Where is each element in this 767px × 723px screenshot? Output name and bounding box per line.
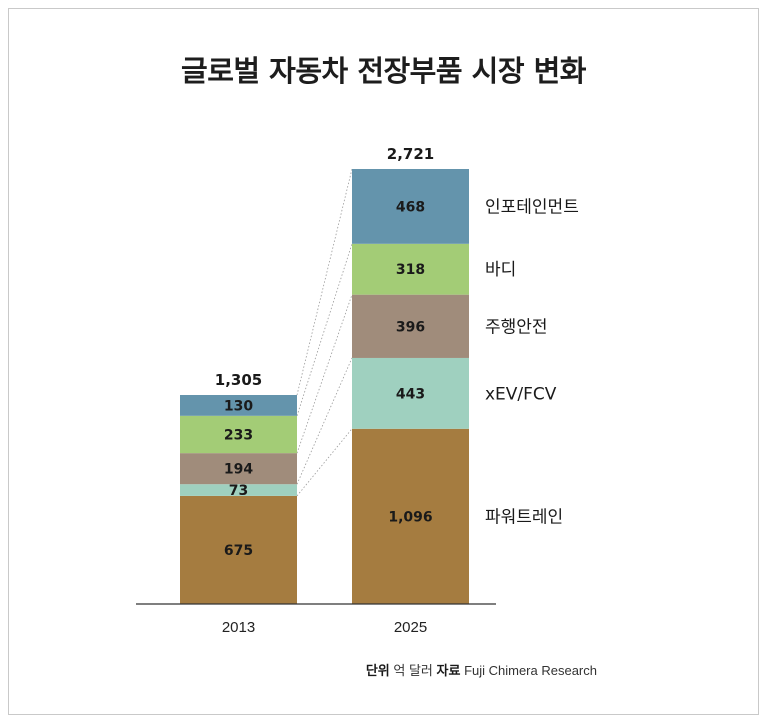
data-label: 73: [229, 483, 248, 499]
bar-segment-2013-series3: [180, 415, 297, 454]
connector-line: [296, 168, 353, 396]
unit-label: 단위: [365, 663, 390, 678]
bar-total-label: 2,721: [387, 145, 434, 163]
data-label: 130: [224, 398, 253, 414]
legend-label: 주행안전: [485, 317, 548, 337]
connector-line: [296, 357, 353, 485]
bar-segment-2013-series4: [180, 395, 297, 416]
data-label: 233: [224, 427, 253, 443]
bars: [180, 169, 469, 604]
connector-line: [296, 243, 353, 416]
legend-label: 인포테인먼트: [485, 197, 579, 217]
connector-line: [296, 294, 353, 454]
source-label: 자료: [436, 663, 461, 678]
bar-segment-2025-series3: [352, 243, 469, 295]
data-label: 318: [396, 262, 425, 278]
bar-segment-2013-xev-fcv: [180, 484, 297, 496]
data-label: 396: [396, 319, 425, 335]
bar-segment-2013-series2: [180, 453, 297, 485]
data-labels: 675 73 194 233 130 1,305 1,096 443 396 318 468 2,72…: [215, 145, 434, 559]
unit-value: 억 달러: [393, 663, 433, 678]
x-tick-label: 2013: [222, 619, 255, 636]
connector-line: [296, 428, 353, 497]
data-label: 468: [396, 199, 425, 215]
legend-label: 바디: [485, 260, 516, 280]
data-label: 443: [396, 386, 425, 402]
connector-lines: [296, 168, 353, 497]
bar-segment-2013-series0: [180, 495, 297, 604]
bar-segment-2025-series0: [352, 428, 469, 604]
source-note: 단위 억 달러 자료 Fuji Chimera Research: [366, 660, 597, 679]
data-label: 675: [224, 543, 253, 559]
data-label: 194: [224, 462, 253, 478]
bar-segment-2025-series2: [352, 294, 469, 358]
legend-label: 파워트레인: [485, 507, 563, 527]
x-tick-label: 2025: [394, 619, 427, 636]
x-axis-ticks: 2013 2025: [222, 619, 427, 636]
legend-label: xEV/FCV: [485, 384, 557, 404]
data-label: 1,096: [388, 509, 432, 525]
bar-segment-2025-xev-fcv: [352, 357, 469, 429]
legend: 파워트레인 xEV/FCV 주행안전 바디 인포테인먼트: [485, 197, 579, 527]
bar-total-label: 1,305: [215, 371, 262, 389]
source-value: Fuji Chimera Research: [464, 663, 597, 678]
bar-segment-2025-series4: [352, 169, 469, 244]
chart-title: 글로벌 자동차 전장부품 시장 변화: [181, 54, 586, 88]
